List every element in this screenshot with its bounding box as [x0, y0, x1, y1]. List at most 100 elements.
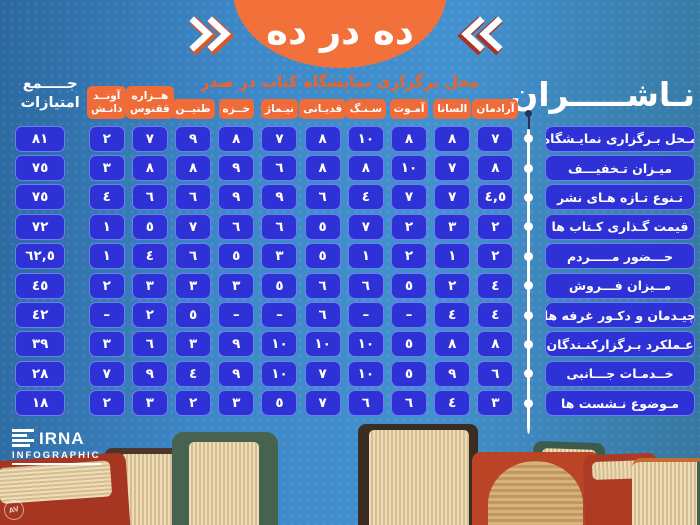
- total-score-cell: ٦٢,٥: [15, 243, 66, 270]
- score-cell: ٧: [477, 125, 514, 152]
- score-cell: ١٠: [304, 331, 341, 358]
- score-cell: ٨: [218, 125, 255, 152]
- score-cell: ٥: [218, 243, 255, 270]
- row-label: مـوضوع نـشست ها: [545, 390, 695, 417]
- score-cell: ٧: [261, 125, 298, 152]
- score-cell: ٥: [304, 213, 341, 240]
- row-label: مــیزان فـــروش: [545, 272, 695, 299]
- score-cell: ٧: [304, 390, 341, 417]
- score-cell: ٦: [304, 302, 341, 329]
- score-cell: ٣: [218, 272, 255, 299]
- score-cell: ٤: [88, 184, 125, 211]
- score-cell: ٢: [477, 213, 514, 240]
- score-cell: ٣: [131, 272, 168, 299]
- score-cell: ٣: [88, 331, 125, 358]
- total-points-heading: جـــــمع امتیازات: [20, 76, 80, 111]
- book: [172, 432, 278, 525]
- score-cell: ٥: [391, 331, 428, 358]
- publisher-badge: هــزاره ققنوس: [126, 85, 174, 119]
- score-cell: ٧: [391, 184, 428, 211]
- score-cell: ٥: [131, 213, 168, 240]
- score-cell: –: [391, 302, 428, 329]
- score-cell: ٢: [131, 302, 168, 329]
- score-cell: ٤: [131, 243, 168, 270]
- score-cell: ٨: [391, 125, 428, 152]
- score-cell: ٩: [218, 184, 255, 211]
- score-cell: ٧: [434, 184, 471, 211]
- score-cell: ٦: [218, 213, 255, 240]
- score-cell: ٢: [175, 390, 212, 417]
- score-cell: ٨: [304, 125, 341, 152]
- score-cell: ٩: [218, 155, 255, 182]
- score-cell: ٨: [477, 331, 514, 358]
- score-cell: ١٠: [391, 155, 428, 182]
- infographic-label: INFOGRAPHIC: [12, 450, 101, 465]
- score-cell: ١: [347, 243, 384, 270]
- score-cell: ٩: [131, 360, 168, 387]
- score-cell: ٥: [261, 390, 298, 417]
- row-label: خــدمـات جـــانبی: [545, 360, 695, 387]
- row-label: حـــضور مـــــردم: [545, 243, 695, 270]
- score-cell: ٨: [175, 155, 212, 182]
- publisher-badge: طنیــن: [171, 98, 215, 119]
- score-cell: ٨: [304, 155, 341, 182]
- score-cell: ٢: [88, 390, 125, 417]
- row-label: چیـدمان و دکـور غرفه ها: [545, 302, 695, 329]
- score-cell: ١٠: [261, 360, 298, 387]
- publisher-badge: خــزه: [218, 98, 255, 119]
- score-cell: ٥: [261, 272, 298, 299]
- chevrons-right-icon: [189, 16, 235, 56]
- chevrons-left-icon: [457, 16, 503, 56]
- score-cell: ٨: [347, 155, 384, 182]
- total-score-cell: ٤٢: [15, 302, 66, 329]
- score-cell: ٧: [175, 213, 212, 240]
- total-score-cell: ٧٥: [15, 184, 66, 211]
- irna-logo: IRNA INFOGRAPHIC: [12, 429, 101, 465]
- score-cell: ٩: [218, 331, 255, 358]
- score-cell: ٤: [434, 302, 471, 329]
- score-cell: ٦: [175, 184, 212, 211]
- score-cell: ٢: [477, 243, 514, 270]
- score-cell: ١: [434, 243, 471, 270]
- page-title: ده در ده: [266, 10, 414, 53]
- score-cell: ٤,٥: [477, 184, 514, 211]
- score-cell: ١: [88, 243, 125, 270]
- score-cell: ٨: [434, 125, 471, 152]
- publisher-badge: نیـماژ: [261, 98, 298, 119]
- score-cell: –: [88, 302, 125, 329]
- score-cell: ٤: [477, 272, 514, 299]
- score-cell: ٣: [131, 390, 168, 417]
- score-cell: ٧: [131, 125, 168, 152]
- score-cell: ٣: [175, 331, 212, 358]
- total-score-cell: ٨١: [15, 125, 66, 152]
- score-cell: ٦: [347, 390, 384, 417]
- books-photo: [0, 415, 700, 525]
- score-cell: ٣: [434, 213, 471, 240]
- score-cell: –: [218, 302, 255, 329]
- score-cell: ٢: [434, 272, 471, 299]
- page-subtitle: محل برگزاری نمایشگاه کتاب در صدر: [200, 73, 480, 91]
- total-score-cell: ٧٥: [15, 155, 66, 182]
- score-cell: ٢: [88, 272, 125, 299]
- table-header: نـاشـــــران آرادمان السانا آمـوت سـنـگ قدیـ…: [15, 66, 695, 122]
- score-cell: ٦: [477, 360, 514, 387]
- score-cell: ٢: [391, 243, 428, 270]
- score-cell: ١٠: [347, 331, 384, 358]
- total-score-cell: ٢٨: [15, 360, 66, 387]
- irna-logo-icon: [12, 429, 34, 449]
- score-cell: ٦: [261, 213, 298, 240]
- score-cell: ٤: [434, 390, 471, 417]
- score-cell: ٩: [175, 125, 212, 152]
- book: [358, 424, 478, 525]
- row-label: مـحل بـرگزاری نمایـشگاه: [545, 125, 695, 152]
- row-label: تـنوع تـازه هـای نشر: [545, 184, 695, 211]
- score-cell: ٥: [391, 360, 428, 387]
- score-cell: ٥: [175, 302, 212, 329]
- total-score-cell: ٧٢: [15, 213, 66, 240]
- score-cell: ٦: [391, 390, 428, 417]
- score-cell: ٧: [304, 360, 341, 387]
- score-cell: ٦: [175, 243, 212, 270]
- score-cell: ٣: [175, 272, 212, 299]
- score-cell: ٦: [347, 272, 384, 299]
- score-cell: ٨: [477, 155, 514, 182]
